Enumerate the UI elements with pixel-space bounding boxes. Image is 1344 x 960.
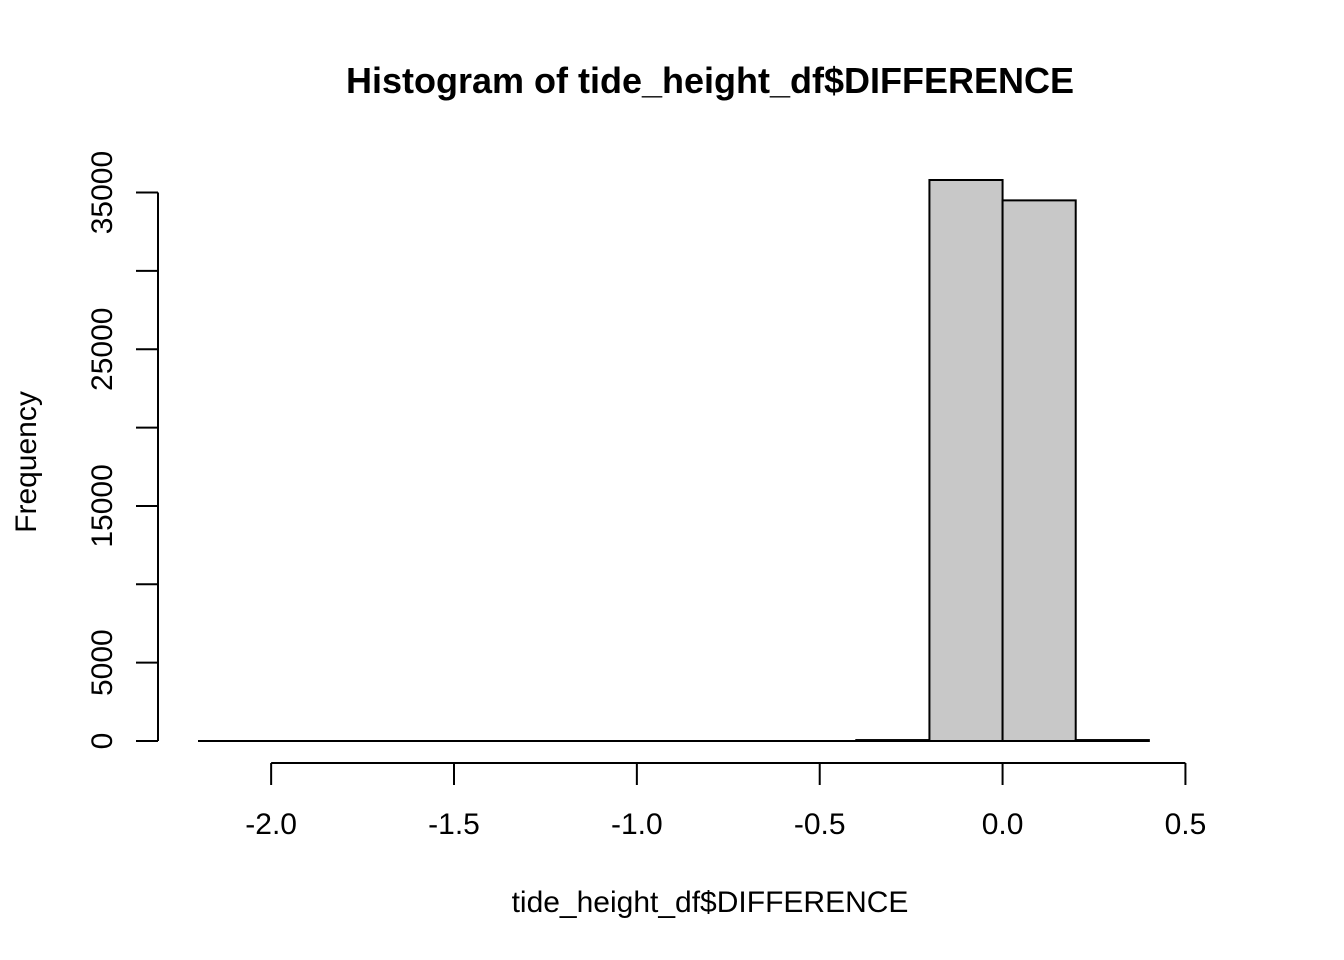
y-axis: 0 5000 15000 25000 35000 xyxy=(86,151,159,750)
x-axis: -2.0 -1.5 -1.0 -0.5 0.0 0.5 xyxy=(245,762,1207,841)
y-tick-label: 5000 xyxy=(86,629,119,696)
histogram-bar xyxy=(928,179,1004,742)
bars-group xyxy=(198,179,1150,742)
x-tick-label: -1.0 xyxy=(611,808,663,841)
x-tick-label: 0.0 xyxy=(982,808,1024,841)
y-tick-label: 15000 xyxy=(86,464,119,547)
x-axis-label: tide_height_df$DIFFERENCE xyxy=(512,886,909,919)
y-tick-label: 25000 xyxy=(86,308,119,391)
x-tick-label: -1.5 xyxy=(428,808,480,841)
y-axis-label: Frequency xyxy=(10,391,43,533)
y-tick-label: 0 xyxy=(86,733,119,750)
x-tick-label: 0.5 xyxy=(1165,808,1207,841)
chart-title: Histogram of tide_height_df$DIFFERENCE xyxy=(346,60,1074,101)
histogram-bar xyxy=(1001,199,1077,742)
x-tick-label: -0.5 xyxy=(794,808,846,841)
x-tick-label: -2.0 xyxy=(245,808,297,841)
y-tick-label: 35000 xyxy=(86,151,119,234)
